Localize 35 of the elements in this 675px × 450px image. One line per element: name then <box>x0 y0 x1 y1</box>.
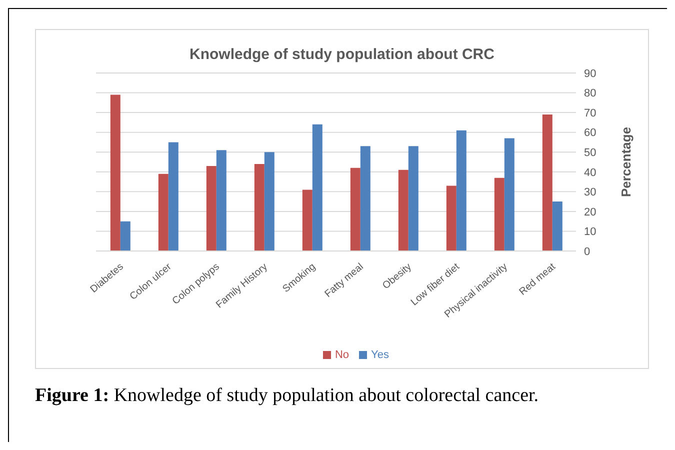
bar <box>254 164 264 251</box>
legend-label: No <box>334 349 350 361</box>
bar <box>552 202 562 251</box>
bar <box>456 130 466 251</box>
bar <box>504 138 514 251</box>
bar <box>216 150 226 251</box>
bar <box>350 168 360 251</box>
bar <box>446 186 456 251</box>
bar <box>408 146 418 251</box>
bar <box>312 124 322 251</box>
bar <box>542 114 552 251</box>
bar <box>120 221 130 251</box>
y-tick-label: 0 <box>584 246 590 258</box>
y-tick-label: 10 <box>584 226 596 238</box>
y-tick-label: 50 <box>584 147 596 160</box>
bar <box>158 174 168 251</box>
y-tick-label: 90 <box>584 68 596 80</box>
y-tick-label: 80 <box>584 88 596 100</box>
bar <box>206 166 216 251</box>
bar <box>360 146 370 251</box>
y-tick-label: 30 <box>584 186 596 199</box>
bar <box>398 170 408 251</box>
y-tick-label: 60 <box>584 127 596 140</box>
bar <box>110 94 120 251</box>
y-tick-label: 20 <box>584 206 596 218</box>
legend-label: Yes <box>371 349 389 361</box>
y2-axis-title: Percentage <box>618 126 634 198</box>
chart-title: Knowledge of study population about CRC <box>188 46 496 63</box>
y-tick-label: 70 <box>584 107 596 120</box>
bar <box>302 190 312 251</box>
y-tick-label: 40 <box>584 166 596 179</box>
bar <box>494 178 504 251</box>
bar <box>168 142 178 251</box>
caption: Figure 1: Knowledge of study population about colorectal cancer. <box>35 385 539 407</box>
bar <box>264 152 274 251</box>
